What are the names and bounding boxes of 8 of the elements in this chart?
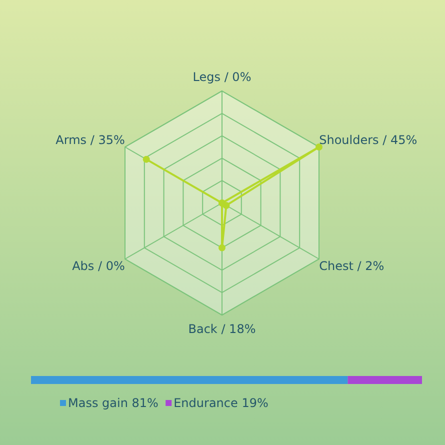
legend-label: Endurance 19% (174, 396, 268, 410)
spoke-label: Legs / 0% (192, 70, 252, 84)
spoke-label: Shoulders / 45% (319, 133, 418, 147)
legend-label: Mass gain 81% (68, 396, 158, 410)
spoke-label: Chest / 2% (319, 259, 384, 273)
spoke-label: Arms / 35% (56, 133, 125, 147)
spoke-label: Abs / 0% (72, 259, 125, 273)
spoke-label: Back / 18% (188, 322, 256, 336)
